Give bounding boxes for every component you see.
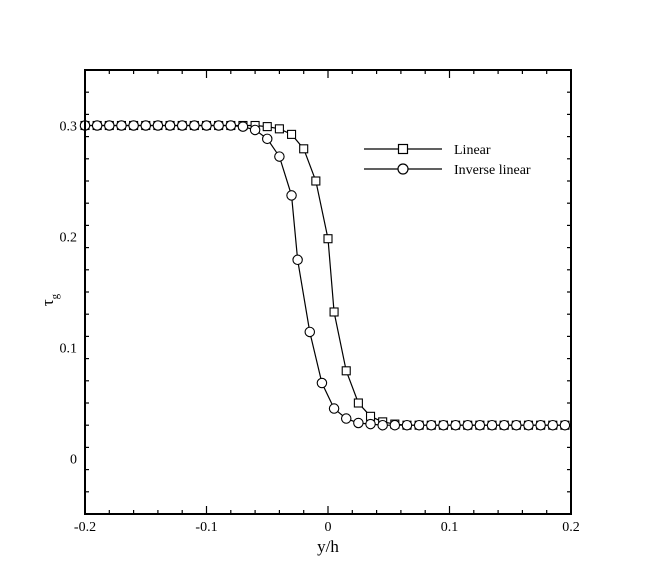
circle-marker	[462, 419, 473, 431]
circle-marker	[498, 419, 510, 431]
circle-marker	[389, 419, 401, 431]
circle-marker	[292, 254, 303, 266]
legend-label-linear: Linear	[454, 143, 491, 158]
ticks-layer	[84, 69, 572, 515]
legend-item-linear: Linear	[364, 143, 491, 158]
x-tick-label: 0.1	[441, 520, 459, 535]
y-axis-title: τg	[38, 293, 61, 306]
square-marker	[311, 176, 321, 186]
square-marker	[353, 398, 363, 408]
circle-marker	[535, 419, 546, 431]
legend-item-inverse-linear: Inverse linear	[364, 163, 531, 178]
circle-marker	[189, 120, 200, 131]
series-layer	[79, 120, 571, 431]
x-axis-title: y/h	[317, 537, 339, 556]
square-marker	[299, 144, 309, 154]
circle-marker	[304, 326, 316, 338]
x-tick-label: -0.1	[195, 520, 217, 535]
tick-labels-layer: -0.2 -0.1 0 0.1 0.2 0 0.1 0.2 0.3	[60, 120, 580, 536]
square-marker	[341, 366, 351, 376]
square-marker	[329, 307, 339, 317]
circle-marker	[486, 419, 498, 431]
circle-marker	[547, 419, 559, 431]
circle-marker	[225, 120, 237, 131]
circle-marker	[286, 190, 297, 201]
y-axis-title-symbol: τ	[38, 299, 57, 306]
circle-marker	[426, 419, 437, 431]
circle-marker	[523, 419, 534, 431]
x-tick-label: -0.2	[74, 520, 96, 535]
circle-marker	[413, 419, 425, 431]
circle-marker	[249, 124, 261, 136]
square-marker	[262, 122, 272, 132]
circle-marker	[152, 120, 164, 131]
circle-marker	[474, 419, 486, 431]
x-tick-label: 0.2	[562, 520, 580, 535]
circle-marker	[401, 419, 413, 431]
circle-marker	[340, 413, 352, 424]
x-tick-label: 0	[325, 520, 332, 535]
y-tick-label: 0.1	[60, 342, 78, 357]
circle-marker	[559, 419, 571, 431]
y-tick-label: 0.3	[60, 120, 78, 135]
circle-marker	[438, 419, 449, 431]
circle-marker	[261, 133, 273, 145]
legend-square-marker	[397, 143, 409, 155]
circle-marker	[316, 377, 328, 389]
circle-marker	[116, 120, 127, 131]
circle-marker	[176, 120, 188, 131]
y-tick-label: 0.2	[60, 231, 78, 246]
y-tick-label: 0	[70, 453, 77, 468]
circle-marker	[104, 120, 115, 131]
plot-frame	[84, 69, 572, 515]
square-marker	[286, 129, 297, 139]
circle-marker	[128, 120, 139, 131]
y-axis-title-subscript: g	[49, 293, 61, 299]
legend-label-inverse-linear: Inverse linear	[454, 163, 531, 178]
circle-marker	[377, 419, 388, 431]
circle-marker	[201, 120, 212, 131]
square-marker	[323, 234, 333, 244]
circle-marker	[274, 151, 285, 162]
circle-marker	[91, 120, 103, 131]
series-inverse-linear	[79, 120, 571, 431]
circle-marker	[353, 417, 364, 429]
square-marker	[274, 124, 284, 134]
legend-circle-marker	[397, 163, 409, 175]
circle-marker	[365, 418, 376, 430]
legend: Linear Inverse linear	[364, 143, 531, 178]
circle-marker	[213, 120, 224, 131]
circle-marker	[164, 120, 176, 131]
circle-marker	[237, 121, 249, 132]
circle-marker	[511, 419, 522, 431]
circle-marker	[328, 403, 340, 414]
circle-marker	[450, 419, 461, 431]
circle-marker	[140, 120, 152, 131]
